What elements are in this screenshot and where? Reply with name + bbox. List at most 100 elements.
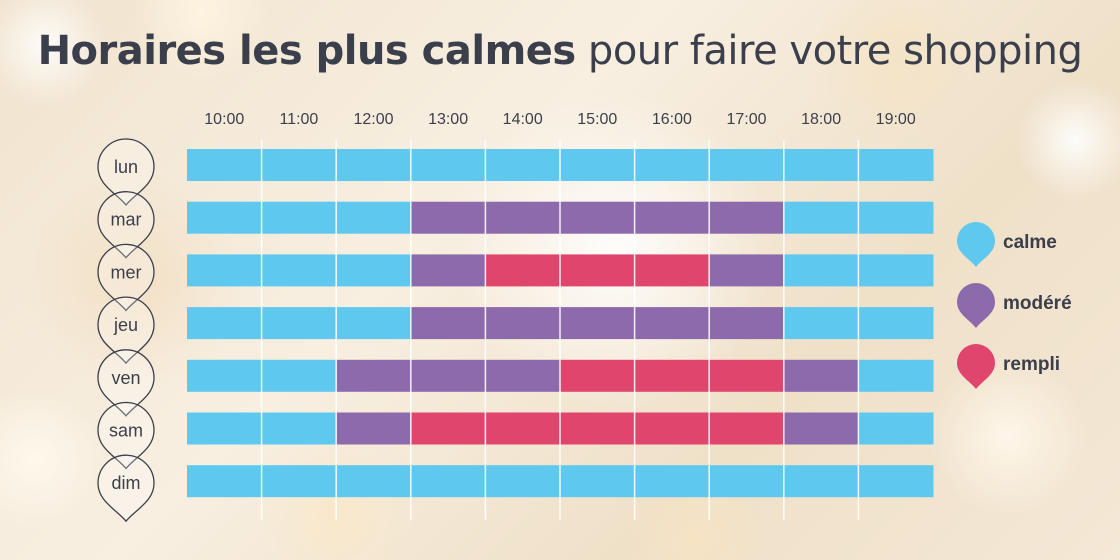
chart-title: Horaires les plus calmes pour faire votr… (0, 28, 1120, 74)
legend-swatch (957, 222, 995, 267)
legend-label: rempli (1003, 354, 1060, 375)
heatmap-cell (858, 149, 934, 181)
heatmap-cells (187, 149, 934, 498)
heatmap-cell (783, 149, 859, 181)
heatmap-cell (261, 359, 337, 392)
heatmap-cell (858, 307, 934, 340)
heatmap-cell (485, 149, 561, 181)
heatmap-cell (634, 201, 710, 234)
heatmap-cell (261, 201, 337, 234)
x-tick-label: 19:00 (876, 111, 916, 128)
heatmap-cell (783, 412, 859, 445)
legend-label: calme (1003, 232, 1057, 253)
heatmap-cell (485, 412, 561, 445)
day-label: ven (111, 368, 140, 388)
heatmap-cell (485, 465, 561, 498)
heatmap-cell (336, 254, 412, 287)
heatmap-cell (410, 359, 486, 392)
day-label: dim (111, 473, 140, 493)
heatmap-cell (410, 412, 486, 445)
day-marker-outline (97, 191, 155, 259)
x-tick-label: 17:00 (726, 111, 766, 128)
heatmap-cell (187, 412, 263, 445)
day-label: lun (114, 157, 138, 177)
x-tick-label: 16:00 (652, 111, 692, 128)
heatmap-cell (560, 359, 636, 392)
day-marker-outline (97, 401, 155, 470)
heatmap-cell (336, 149, 412, 181)
heatmap-cell (634, 254, 710, 287)
heatmap-cell (336, 412, 412, 445)
heatmap-cell (709, 254, 785, 287)
heatmap-cell (560, 307, 636, 340)
heatmap-cell (485, 307, 561, 340)
heatmap-cell (709, 307, 785, 340)
heatmap-cell (261, 465, 337, 498)
heatmap-cell (783, 465, 859, 498)
heatmap-cell (261, 307, 337, 340)
heatmap-cell (783, 359, 859, 392)
legend-swatch (957, 344, 995, 389)
heatmap-cell (410, 149, 486, 181)
heatmap-cell (485, 359, 561, 392)
heatmap-cell (783, 201, 859, 234)
heatmap-cell (858, 465, 934, 498)
heatmap-cell (187, 201, 263, 234)
heatmap-cell (709, 149, 785, 181)
heatmap-cell (858, 201, 934, 234)
day-marker-outline (97, 243, 155, 312)
legend: calme modéré rempli (957, 222, 1072, 389)
heatmap-cell (261, 254, 337, 287)
heatmap-cell (634, 307, 710, 340)
heatmap-cell (261, 412, 337, 445)
x-tick-label: 13:00 (428, 111, 468, 128)
heatmap-cell (858, 412, 934, 445)
heatmap-cell (634, 359, 710, 392)
heatmap-cell (709, 201, 785, 234)
heatmap-cell (410, 307, 486, 340)
heatmap-cell (709, 412, 785, 445)
x-tick-label: 15:00 (577, 111, 617, 128)
x-tick-label: 18:00 (801, 111, 841, 128)
day-labels: lun mar mer jeu ven sam dim (97, 138, 155, 523)
x-tick-label: 11:00 (279, 111, 318, 128)
x-tick-label: 12:00 (353, 111, 393, 128)
day-marker-outline (97, 296, 155, 365)
heatmap-cell (485, 201, 561, 234)
heatmap-cell (560, 149, 636, 181)
heatmap-cell (410, 465, 486, 498)
heatmap-cell (709, 359, 785, 392)
heatmap-cell (560, 465, 636, 498)
heatmap-cell (858, 254, 934, 287)
day-marker-outline (97, 454, 155, 523)
heatmap-cell (187, 307, 263, 340)
heatmap-cell (410, 201, 486, 234)
legend-label: modéré (1003, 293, 1072, 314)
day-marker-outline (97, 349, 155, 417)
legend-swatch (957, 283, 995, 328)
x-tick-label: 10:00 (204, 111, 244, 128)
day-label: mer (111, 262, 142, 282)
x-tick-label: 14:00 (503, 111, 543, 128)
heatmap-cell (336, 465, 412, 498)
heatmap-cell (410, 254, 486, 287)
heatmap-cell (709, 465, 785, 498)
heatmap-cell (336, 201, 412, 234)
heatmap-cell (634, 149, 710, 181)
day-label: mar (111, 210, 142, 230)
heatmap-cell (336, 307, 412, 340)
heatmap-cell (261, 149, 337, 181)
heatmap-cell (634, 412, 710, 445)
x-ticks: 10:00 11:00 12:00 13:00 14:00 15:00 16:00 17:00… (204, 111, 916, 128)
heatmap-cell (187, 359, 263, 392)
heatmap-cell (634, 465, 710, 498)
heatmap-cell (783, 307, 859, 340)
heatmap-cell (783, 254, 859, 287)
heatmap-cell (187, 149, 263, 181)
gridlines (260, 140, 860, 520)
heatmap-cell (560, 201, 636, 234)
title-bold: Horaires les plus calmes (37, 28, 577, 74)
day-label: jeu (113, 315, 138, 335)
day-label: sam (109, 421, 143, 441)
